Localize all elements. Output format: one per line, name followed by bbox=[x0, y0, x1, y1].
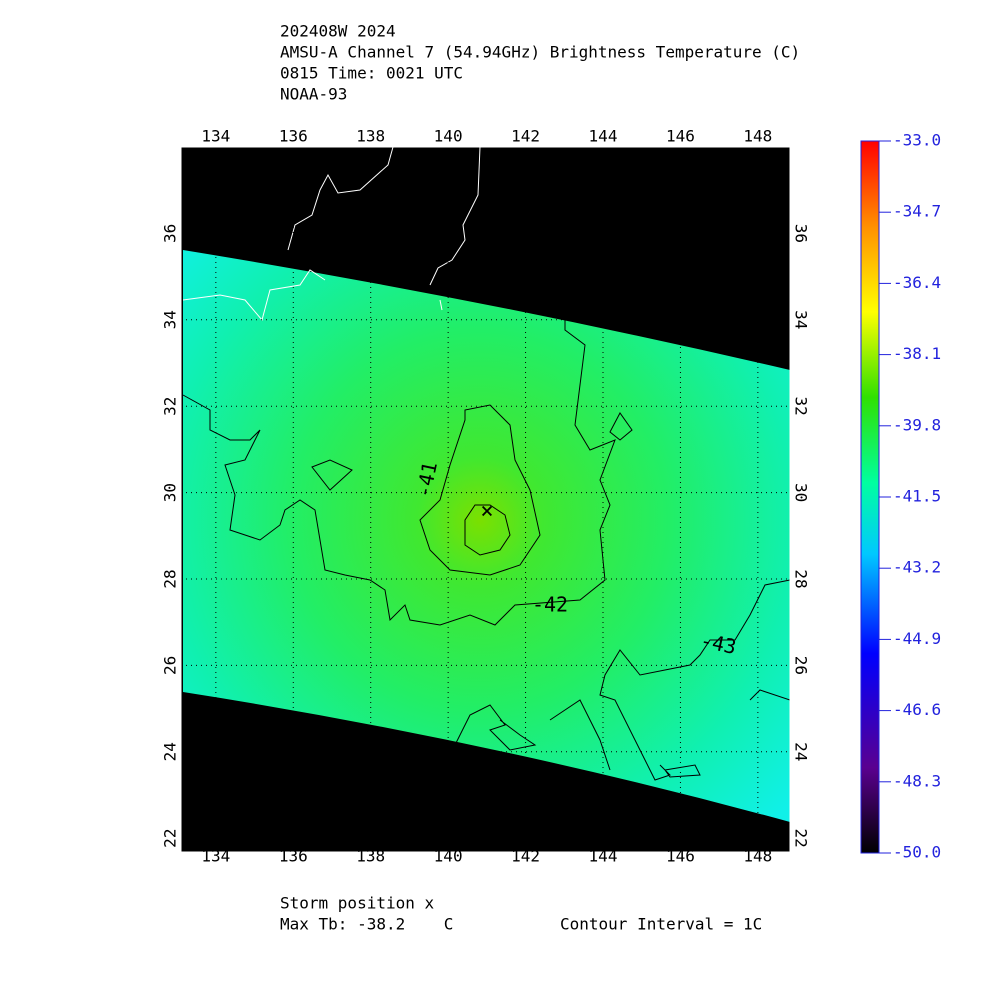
contour-label: -42 bbox=[532, 593, 568, 617]
header-line: 0815 Time: 0021 UTC bbox=[280, 64, 463, 83]
lon-tick-label: 138 bbox=[356, 127, 385, 146]
lon-tick-label: 144 bbox=[589, 127, 618, 146]
coastline bbox=[182, 147, 481, 322]
lat-tick-label: 26 bbox=[161, 656, 180, 675]
colorbar-tick-label: -34.7 bbox=[893, 202, 941, 221]
colorbar-tick-label: -36.4 bbox=[893, 273, 941, 292]
colorbar-tick-label: -38.1 bbox=[893, 344, 941, 363]
lon-tick-label: 136 bbox=[279, 847, 308, 866]
contours bbox=[182, 315, 790, 781]
lat-tick-label: 34 bbox=[792, 310, 811, 329]
colorbar-bar bbox=[860, 140, 880, 854]
lon-tick-label: 140 bbox=[434, 847, 463, 866]
map-frame bbox=[180, 146, 791, 853]
lat-tick-label: 36 bbox=[161, 224, 180, 243]
colorbar-tick-label: -39.8 bbox=[893, 415, 941, 434]
lat-tick-label: 30 bbox=[161, 483, 180, 502]
lon-tick-label: 134 bbox=[201, 847, 230, 866]
axis-labels: 134 134 136 136 138 138 140 140 142 142 144 144 146 1… bbox=[161, 127, 811, 866]
lon-tick-label: 138 bbox=[356, 847, 385, 866]
colorbar-tick-label: -48.3 bbox=[893, 771, 941, 790]
lon-tick-label: 148 bbox=[743, 847, 772, 866]
storm-position: Storm position x bbox=[280, 894, 434, 913]
lat-tick-label: 32 bbox=[792, 397, 811, 416]
lat-tick-label: 24 bbox=[161, 742, 180, 761]
colorbar-tick-label: -33.0 bbox=[893, 131, 941, 150]
contour-interval: Contour Interval = 1C bbox=[560, 915, 762, 934]
lon-tick-label: 142 bbox=[511, 847, 540, 866]
lat-tick-label: 28 bbox=[161, 569, 180, 588]
map-area: × bbox=[181, 147, 790, 852]
colorbar-tick-label: -43.2 bbox=[893, 558, 941, 577]
lon-tick-label: 146 bbox=[666, 127, 695, 146]
lat-tick-label: 32 bbox=[161, 397, 180, 416]
colorbar-tick-label: -41.5 bbox=[893, 487, 941, 506]
lon-tick-label: 144 bbox=[589, 847, 618, 866]
header-line: NOAA-93 bbox=[280, 85, 347, 104]
lat-tick-label: 30 bbox=[792, 483, 811, 502]
max-tb: Max Tb: -38.2 C bbox=[280, 915, 453, 934]
lat-tick-label: 26 bbox=[792, 656, 811, 675]
lon-tick-label: 134 bbox=[201, 127, 230, 146]
footer: Storm position x Max Tb: -38.2 C Contour… bbox=[280, 894, 762, 934]
storm-marker: × bbox=[480, 499, 493, 524]
lat-tick-label: 24 bbox=[792, 742, 811, 761]
header-line: 202408W 2024 bbox=[280, 22, 396, 41]
header: 202408W 2024 AMSU-A Channel 7 (54.94GHz)… bbox=[280, 22, 800, 104]
lat-tick-label: 34 bbox=[161, 310, 180, 329]
colorbar-tick-label: -44.9 bbox=[893, 629, 941, 648]
lon-tick-label: 146 bbox=[666, 847, 695, 866]
colorbar: -33.0 -34.7 -36.4 -38.1 -39.8 -41.5 -43.2 -44.9… bbox=[860, 131, 941, 862]
lon-tick-label: 142 bbox=[511, 127, 540, 146]
lat-tick-label: 36 bbox=[792, 224, 811, 243]
swath bbox=[183, 250, 790, 822]
lon-tick-label: 140 bbox=[434, 127, 463, 146]
lat-tick-label: 22 bbox=[161, 829, 180, 848]
lat-tick-label: 28 bbox=[792, 569, 811, 588]
header-line: AMSU-A Channel 7 (54.94GHz) Brightness T… bbox=[280, 43, 800, 62]
colorbar-tick-label: -46.6 bbox=[893, 700, 941, 719]
lat-tick-label: 22 bbox=[792, 829, 811, 848]
lon-tick-label: 136 bbox=[279, 127, 308, 146]
lon-tick-label: 148 bbox=[743, 127, 772, 146]
colorbar-tick-label: -50.0 bbox=[893, 843, 941, 862]
